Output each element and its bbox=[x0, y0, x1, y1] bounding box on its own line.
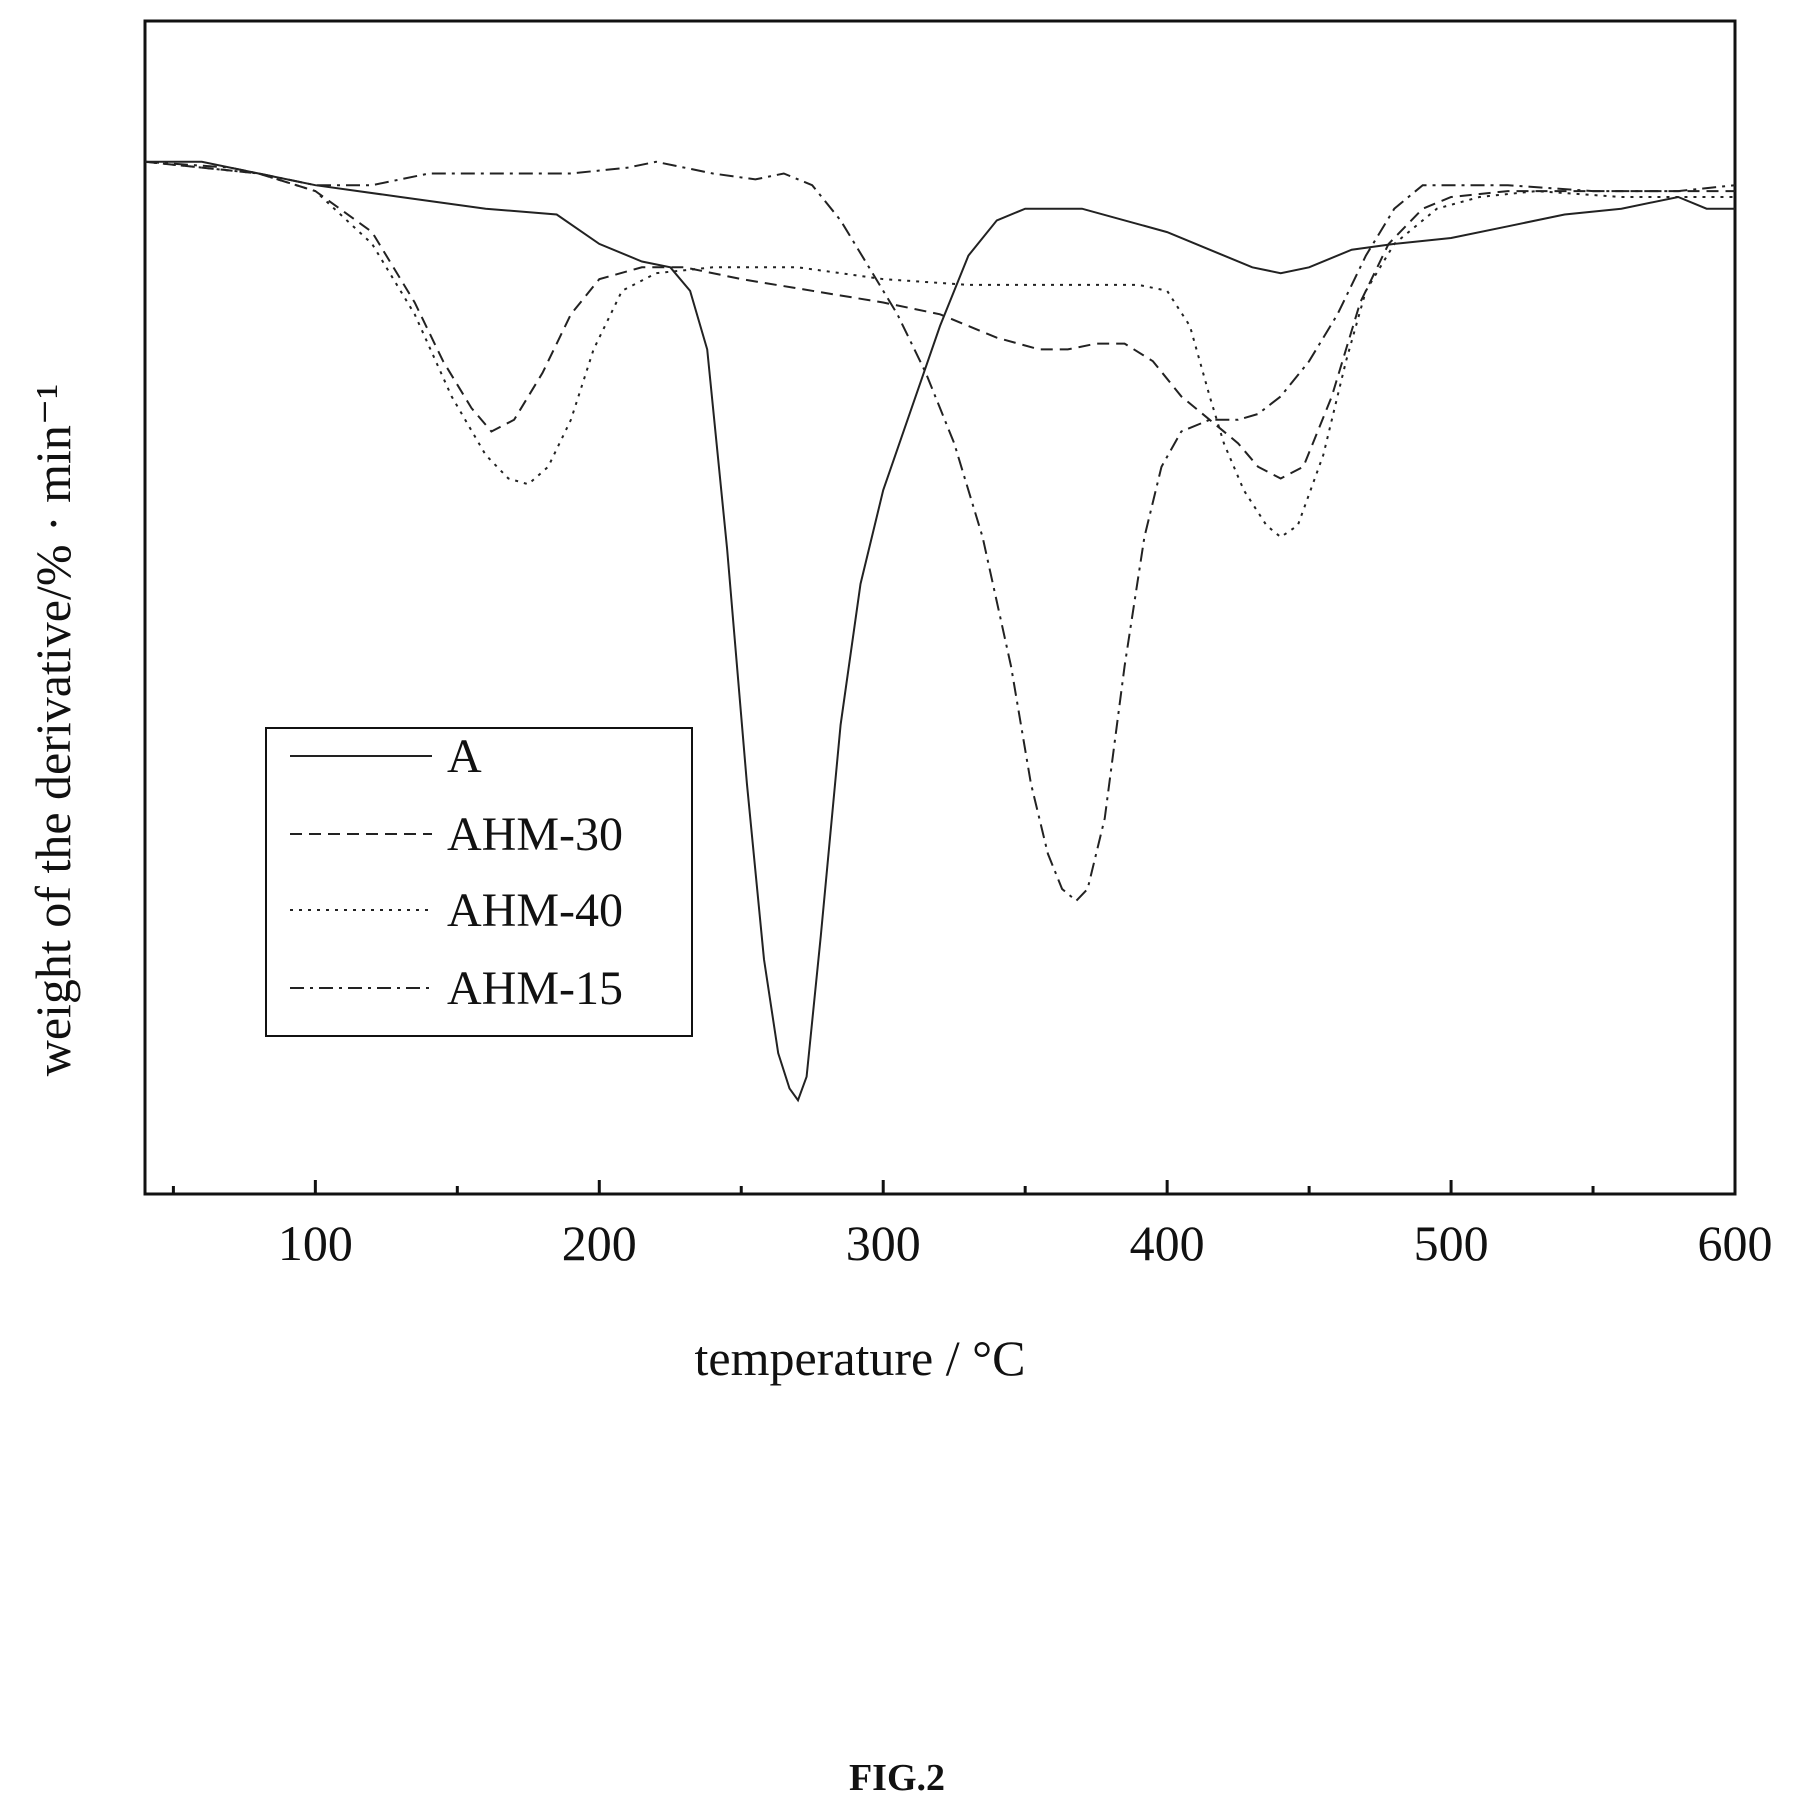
plot-frame bbox=[143, 19, 1737, 1196]
series-line-3 bbox=[144, 160, 1735, 539]
legend-box bbox=[265, 727, 693, 1037]
legend-label: AHM-15 bbox=[447, 962, 623, 1015]
x-tick-label: 500 bbox=[1414, 1215, 1489, 1271]
plot-area: 100 200 300 400 500 600 bbox=[143, 19, 1773, 1271]
legend-label: AHM-40 bbox=[447, 884, 623, 937]
x-axis-label: temperature / °C bbox=[695, 1330, 1026, 1386]
x-tick-label: 400 bbox=[1130, 1215, 1205, 1271]
figure-caption: FIG.2 bbox=[849, 1757, 945, 1799]
series-line-4 bbox=[144, 160, 1736, 903]
x-axis-ticks bbox=[171, 1180, 1737, 1194]
x-tick-label: 100 bbox=[278, 1215, 353, 1271]
legend-label: AHM-30 bbox=[447, 808, 623, 861]
x-tick-label: 200 bbox=[562, 1215, 637, 1271]
series-layer bbox=[144, 160, 1736, 1103]
x-tick-label: 600 bbox=[1698, 1215, 1773, 1271]
series-line-2 bbox=[144, 160, 1735, 480]
legend: A AHM-30 AHM-40 AHM-15 bbox=[265, 727, 693, 1037]
legend-label: A bbox=[447, 730, 482, 783]
x-axis-tick-labels: 100 200 300 400 500 600 bbox=[278, 1215, 1773, 1271]
x-tick-label: 300 bbox=[846, 1215, 921, 1271]
y-axis-label: weight of the derivative/% · min⁻¹ bbox=[25, 384, 81, 1077]
legend-items: A AHM-30 AHM-40 AHM-15 bbox=[290, 730, 623, 1015]
